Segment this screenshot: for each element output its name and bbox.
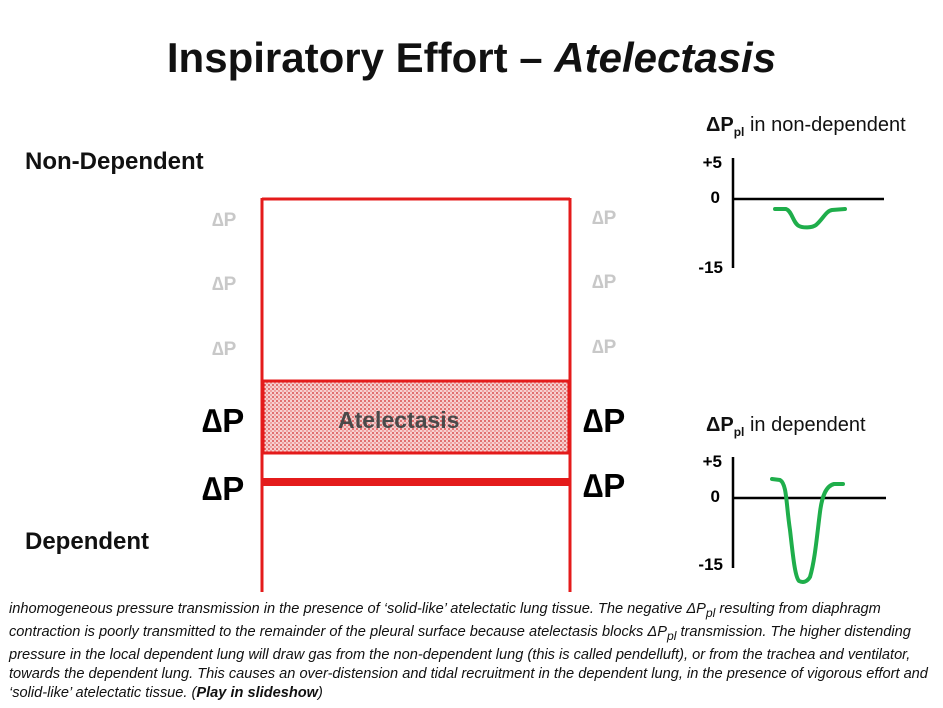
plot-nd-trace <box>773 207 847 230</box>
label-dependent: Dependent <box>25 528 150 555</box>
delta-p-right-3: ∆P <box>592 337 617 358</box>
page-title: Inspiratory Effort – Atelectasis <box>166 34 777 81</box>
caption: inhomogeneous pressure transmission in t… <box>9 601 928 701</box>
delta-p-right-1: ∆P <box>592 208 617 229</box>
delta-p-left-1: ∆P <box>212 210 237 231</box>
plot-nd-tick-top: +5 <box>702 153 722 172</box>
delta-p-right-2: ∆P <box>592 272 617 293</box>
plot-nd-tick-bottom: -15 <box>698 258 723 277</box>
atelectasis-label: Atelectasis <box>338 407 460 433</box>
delta-p-right-4: ∆P <box>583 402 626 439</box>
delta-p-left-2: ∆P <box>212 274 237 295</box>
delta-p-left-4: ∆P <box>202 402 245 439</box>
delta-p-left-5: ∆P <box>202 470 245 507</box>
plot-d-tick-zero: 0 <box>710 487 720 506</box>
dependent-band <box>262 478 570 486</box>
atelectasis-region <box>261 379 571 455</box>
label-non-dependent: Non-Dependent <box>25 148 204 175</box>
plot-nd-tick-zero: 0 <box>710 188 720 207</box>
title-italic: Atelectasis <box>554 34 777 81</box>
plot-d-title: ΔPpl in dependent <box>706 414 866 439</box>
play-in-slideshow: Play in slideshow <box>196 684 319 701</box>
plot-d-trace <box>770 477 845 584</box>
plot-nd-title: ΔPpl in non-dependent <box>706 114 906 139</box>
plot-d-tick-top: +5 <box>702 452 722 471</box>
delta-p-left-3: ∆P <box>212 339 237 360</box>
plot-d-tick-bottom: -15 <box>698 555 723 574</box>
delta-p-right-5: ∆P <box>583 467 626 504</box>
